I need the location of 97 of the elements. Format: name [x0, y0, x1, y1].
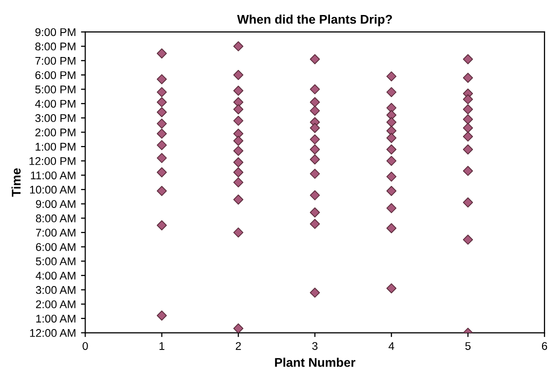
x-tick-label: 0 — [82, 342, 88, 350]
x-axis-title: Plant Number — [275, 358, 356, 367]
point — [156, 310, 167, 321]
point — [156, 140, 167, 150]
point — [386, 172, 396, 182]
x-tick-label: 5 — [465, 342, 471, 350]
y-tick-label: 12:00 PM — [30, 157, 76, 166]
point — [462, 114, 473, 124]
point — [310, 84, 320, 94]
y-tick-label: 9:00 AM — [36, 200, 76, 208]
point — [156, 220, 167, 230]
point — [462, 104, 473, 114]
x-tick-label: 2 — [236, 342, 241, 350]
point — [310, 134, 320, 144]
point — [386, 144, 396, 154]
point — [462, 94, 473, 104]
point — [310, 288, 320, 298]
y-tick-label: 10:00 AM — [30, 186, 76, 194]
point — [156, 87, 167, 98]
point — [386, 156, 396, 166]
point — [310, 154, 320, 164]
point — [156, 167, 167, 178]
point — [233, 104, 244, 114]
y-tick-label: 4:00 PM — [35, 100, 76, 108]
point — [310, 168, 320, 179]
y-tick-label: 4:00 AM — [36, 272, 76, 280]
y-tick-label: 3:00 AM — [36, 286, 76, 294]
point — [310, 54, 320, 64]
point — [233, 177, 244, 188]
point — [386, 223, 396, 234]
point — [462, 144, 473, 154]
point — [156, 152, 167, 164]
point — [233, 86, 244, 96]
point — [233, 97, 244, 108]
point — [233, 167, 244, 178]
point — [386, 87, 396, 98]
point — [386, 283, 396, 294]
y-tick-label: 6:00 PM — [35, 71, 76, 80]
y-tick-label: 8:00 PM — [35, 42, 76, 50]
x-tick-label: 3 — [312, 342, 318, 350]
point — [386, 186, 396, 196]
point — [233, 41, 244, 52]
point — [233, 227, 244, 238]
point — [233, 136, 244, 146]
y-tick-label: 3:00 PM — [35, 114, 76, 122]
point — [233, 323, 244, 333]
point — [462, 166, 473, 176]
y-tick-label: 7:00 AM — [36, 228, 76, 237]
y-tick-label: 8:00 AM — [36, 214, 76, 222]
point — [386, 126, 396, 136]
y-tick-label: 1:00 PM — [36, 142, 76, 151]
point — [310, 207, 320, 218]
point — [386, 132, 396, 143]
x-tick-label: 1 — [160, 342, 164, 350]
point — [462, 72, 473, 83]
y-tick-label: 11:00 AM — [30, 171, 76, 180]
point — [156, 107, 167, 118]
point — [462, 54, 473, 64]
point — [156, 74, 167, 84]
point — [233, 157, 244, 168]
point — [233, 194, 244, 205]
point — [156, 186, 167, 196]
point — [156, 48, 167, 58]
point — [386, 71, 396, 82]
y-tick-label: 12:00 AM — [30, 329, 76, 337]
x-tick-label: 6 — [542, 342, 548, 350]
point — [233, 128, 244, 139]
point — [386, 110, 396, 120]
point — [156, 118, 167, 129]
point — [310, 106, 320, 116]
point — [310, 218, 320, 229]
point — [310, 122, 320, 133]
y-tick-label: 9:00 PM — [35, 28, 76, 36]
x-tick-label: 4 — [388, 342, 394, 350]
y-tick-label: 2:00 PM — [35, 128, 76, 136]
point — [462, 234, 473, 245]
point — [156, 128, 167, 139]
y-axis-title: Time — [11, 168, 21, 197]
y-tick-label: 1:00 AM — [36, 314, 76, 323]
point — [462, 131, 473, 142]
point — [233, 116, 244, 126]
point — [310, 144, 320, 154]
point — [386, 203, 396, 214]
y-tick-label: 6:00 AM — [36, 243, 76, 251]
point — [233, 70, 244, 80]
point — [462, 197, 473, 208]
y-tick-label: 2:00 AM — [36, 300, 76, 308]
point — [386, 117, 396, 128]
point — [462, 122, 473, 133]
y-tick-label: 5:00 AM — [36, 257, 76, 266]
point — [310, 190, 320, 200]
y-tick-label: 7:00 PM — [35, 56, 76, 65]
point — [310, 97, 320, 108]
point — [156, 97, 167, 108]
y-tick-label: 5:00 PM — [35, 86, 76, 94]
chart-title: When did the Plants Drip? — [237, 14, 392, 26]
point — [233, 146, 244, 156]
